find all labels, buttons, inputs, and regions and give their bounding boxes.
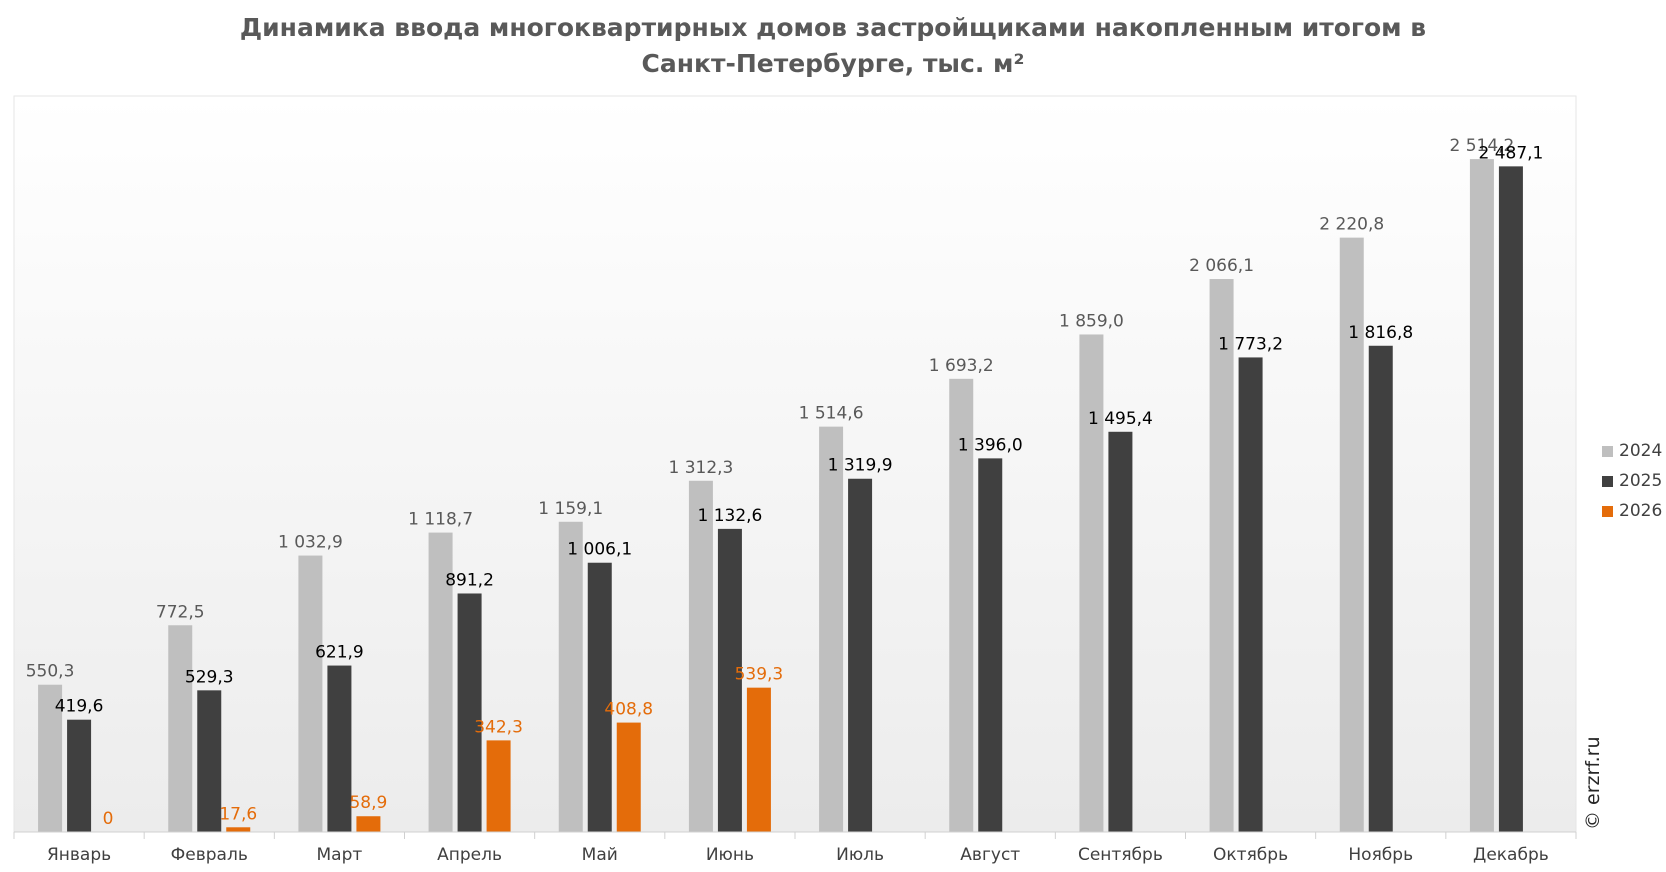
- data-label-2026: 58,9: [349, 793, 387, 813]
- x-tick-label: Октябрь: [1213, 845, 1288, 865]
- bar-2025: [197, 690, 222, 832]
- bar-2024: [168, 625, 193, 832]
- bar-2024: [428, 532, 453, 832]
- bar-2025: [67, 719, 92, 832]
- bar-2026: [226, 827, 251, 832]
- x-tick-label: Март: [317, 845, 363, 865]
- bar-2024: [558, 521, 583, 832]
- data-label-2025: 1 132,6: [697, 506, 762, 526]
- bar-2026: [746, 687, 771, 832]
- bar-2025: [848, 478, 873, 832]
- bar-2025: [1498, 166, 1523, 833]
- x-axis-categories: Январь Февраль Март Апрель Май Июнь Июль Август…: [47, 845, 1549, 865]
- x-tick-label: Июнь: [706, 845, 754, 865]
- data-labels-layer: 550,3 419,6 0 772,5 529,3 17,6 1 032,9 621,9 58,…: [26, 136, 1544, 829]
- data-label-2024: 2 066,1: [1189, 256, 1254, 276]
- bar-2025: [1238, 357, 1263, 832]
- bar-2024: [949, 378, 974, 832]
- bar-2024: [298, 555, 323, 832]
- legend-item-2025: 2025: [1602, 466, 1662, 496]
- data-label-2026: 539,3: [735, 665, 784, 685]
- data-label-2025: 1 773,2: [1218, 334, 1283, 354]
- data-label-2024: 1 312,3: [668, 458, 733, 478]
- bar-2026: [356, 816, 381, 832]
- data-label-2026: 408,8: [604, 700, 653, 720]
- x-tick-label: Август: [960, 845, 1020, 865]
- data-label-2024: 2 220,8: [1319, 215, 1384, 235]
- bar-2024: [1339, 237, 1364, 832]
- x-tick-label: Май: [582, 845, 618, 865]
- data-label-2026: 342,3: [474, 717, 523, 737]
- legend-swatch-2026: [1602, 505, 1613, 517]
- legend-label-2026: 2026: [1619, 501, 1663, 521]
- data-label-2024: 550,3: [26, 662, 75, 682]
- watermark: © erzrf.ru: [1582, 736, 1604, 830]
- chart-title-line-1: Динамика ввода многоквартирных домов зас…: [239, 13, 1427, 42]
- data-label-2025: 2 487,1: [1478, 143, 1543, 163]
- bar-2025: [978, 458, 1003, 832]
- legend-label-2025: 2025: [1619, 471, 1663, 491]
- plot-area: [13, 95, 1577, 833]
- bar-2024: [1469, 159, 1494, 833]
- x-tick-label: Сентябрь: [1078, 845, 1163, 865]
- x-tick-label: Июль: [836, 845, 884, 865]
- data-label-2025: 1 495,4: [1088, 409, 1153, 429]
- x-tick-label: Апрель: [437, 845, 502, 865]
- data-label-2025: 1 319,9: [828, 456, 893, 476]
- data-label-2026: 17,6: [219, 804, 257, 824]
- bar-2024: [688, 480, 713, 832]
- bar-2024: [1079, 334, 1104, 832]
- legend-swatch-2025: [1602, 475, 1613, 487]
- data-label-2025: 891,2: [445, 570, 494, 590]
- bar-2024: [819, 426, 844, 832]
- chart-title: Динамика ввода многоквартирных домов зас…: [0, 10, 1666, 82]
- bar-2025: [587, 562, 612, 832]
- bar-2025: [717, 528, 742, 832]
- bar-2025: [457, 593, 482, 832]
- bar-2025: [327, 665, 352, 832]
- chart-title-line-2: Санкт-Петербурге, тыс. м²: [641, 49, 1025, 78]
- bar-2026: [616, 722, 641, 832]
- legend-item-2024: 2024: [1602, 436, 1662, 466]
- data-label-2024: 2 514,2: [1449, 136, 1514, 156]
- bar-2024: [38, 684, 63, 832]
- bar-2024: [1209, 279, 1234, 832]
- x-axis-ticks: [13, 832, 1577, 839]
- data-label-2024: 1 159,1: [538, 499, 603, 519]
- data-label-2024: 1 118,7: [408, 510, 473, 530]
- data-label-2024: 1 032,9: [278, 533, 343, 553]
- data-label-2026: 0: [103, 809, 114, 829]
- data-label-2025: 419,6: [55, 697, 104, 717]
- x-tick-label: Январь: [47, 845, 111, 865]
- data-label-2024: 1 693,2: [929, 356, 994, 376]
- data-label-2024: 1 859,0: [1059, 311, 1124, 331]
- data-label-2025: 529,3: [185, 667, 234, 687]
- legend-label-2024: 2024: [1619, 441, 1663, 461]
- x-tick-label: Декабрь: [1473, 845, 1549, 865]
- legend: 2024 2025 2026: [1602, 436, 1662, 526]
- data-label-2024: 1 514,6: [799, 404, 864, 424]
- data-label-2025: 1 396,0: [958, 435, 1023, 455]
- bar-2025: [1108, 431, 1133, 832]
- x-tick-label: Ноябрь: [1348, 845, 1413, 865]
- bar-2025: [1368, 345, 1393, 832]
- bar-2026: [486, 740, 511, 832]
- data-label-2025: 1 816,8: [1348, 323, 1413, 343]
- legend-swatch-2024: [1602, 445, 1613, 457]
- x-tick-label: Февраль: [171, 845, 248, 865]
- legend-item-2026: 2026: [1602, 496, 1662, 526]
- bars-layer: [38, 159, 1523, 833]
- data-label-2025: 621,9: [315, 643, 364, 663]
- data-label-2024: 772,5: [156, 602, 205, 622]
- data-label-2025: 1 006,1: [567, 540, 632, 560]
